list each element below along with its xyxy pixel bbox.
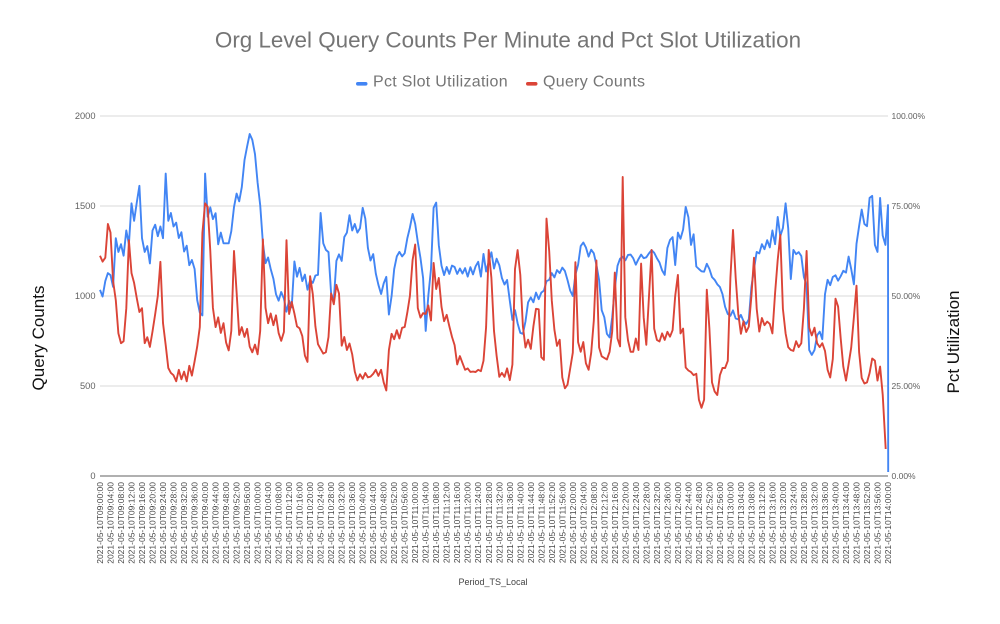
svg-text:2021-05-10T12:20:00: 2021-05-10T12:20:00 [620,482,630,564]
svg-text:2021-05-10T13:12:00: 2021-05-10T13:12:00 [757,482,767,564]
svg-text:Query Counts: Query Counts [29,286,48,391]
svg-text:2021-05-10T11:56:00: 2021-05-10T11:56:00 [557,482,567,563]
svg-text:2021-05-10T13:48:00: 2021-05-10T13:48:00 [851,482,861,564]
svg-text:2021-05-10T13:08:00: 2021-05-10T13:08:00 [746,482,756,564]
svg-text:2021-05-10T09:12:00: 2021-05-10T09:12:00 [127,482,137,564]
svg-text:2021-05-10T12:52:00: 2021-05-10T12:52:00 [704,482,714,564]
svg-text:2021-05-10T09:48:00: 2021-05-10T09:48:00 [221,482,231,564]
svg-text:Period_TS_Local: Period_TS_Local [458,577,527,587]
svg-text:2021-05-10T14:00:00: 2021-05-10T14:00:00 [883,482,893,564]
svg-text:2021-05-10T13:04:00: 2021-05-10T13:04:00 [736,482,746,564]
svg-text:Query Counts: Query Counts [543,73,645,90]
svg-text:2021-05-10T12:36:00: 2021-05-10T12:36:00 [662,482,672,564]
svg-text:2021-05-10T11:32:00: 2021-05-10T11:32:00 [494,482,504,563]
svg-text:1500: 1500 [75,201,96,211]
svg-text:1000: 1000 [75,291,96,301]
svg-text:2021-05-10T11:48:00: 2021-05-10T11:48:00 [536,482,546,563]
svg-text:2021-05-10T10:40:00: 2021-05-10T10:40:00 [358,482,368,564]
svg-text:2021-05-10T12:28:00: 2021-05-10T12:28:00 [641,482,651,564]
svg-text:2021-05-10T12:12:00: 2021-05-10T12:12:00 [599,482,609,564]
svg-text:2021-05-10T13:24:00: 2021-05-10T13:24:00 [788,482,798,564]
svg-text:2021-05-10T11:44:00: 2021-05-10T11:44:00 [526,482,536,563]
svg-text:2021-05-10T09:16:00: 2021-05-10T09:16:00 [137,482,147,564]
svg-text:2021-05-10T09:32:00: 2021-05-10T09:32:00 [179,482,189,564]
svg-text:2021-05-10T12:44:00: 2021-05-10T12:44:00 [683,482,693,564]
svg-text:2021-05-10T11:08:00: 2021-05-10T11:08:00 [431,482,441,563]
svg-text:2021-05-10T10:48:00: 2021-05-10T10:48:00 [379,482,389,564]
svg-text:2021-05-10T11:00:00: 2021-05-10T11:00:00 [410,482,420,563]
svg-text:2021-05-10T13:00:00: 2021-05-10T13:00:00 [725,482,735,564]
svg-text:2021-05-10T11:40:00: 2021-05-10T11:40:00 [515,482,525,563]
svg-text:2021-05-10T10:36:00: 2021-05-10T10:36:00 [347,482,357,564]
svg-text:2021-05-10T13:16:00: 2021-05-10T13:16:00 [767,482,777,564]
svg-text:2021-05-10T09:44:00: 2021-05-10T09:44:00 [211,482,221,564]
svg-text:500: 500 [80,381,96,391]
svg-text:2021-05-10T12:08:00: 2021-05-10T12:08:00 [589,482,599,564]
svg-text:2021-05-10T10:52:00: 2021-05-10T10:52:00 [389,482,399,564]
svg-text:2021-05-10T13:52:00: 2021-05-10T13:52:00 [862,482,872,564]
svg-text:2021-05-10T11:28:00: 2021-05-10T11:28:00 [484,482,494,563]
svg-text:2021-05-10T11:24:00: 2021-05-10T11:24:00 [473,482,483,563]
svg-text:Org Level Query Counts Per Min: Org Level Query Counts Per Minute and Pc… [215,28,801,53]
svg-text:2021-05-10T10:00:00: 2021-05-10T10:00:00 [253,482,263,564]
svg-text:2021-05-10T13:56:00: 2021-05-10T13:56:00 [872,482,882,564]
svg-text:2021-05-10T13:40:00: 2021-05-10T13:40:00 [830,482,840,564]
svg-text:2021-05-10T10:24:00: 2021-05-10T10:24:00 [316,482,326,564]
svg-text:2021-05-10T13:20:00: 2021-05-10T13:20:00 [778,482,788,564]
svg-text:2021-05-10T10:20:00: 2021-05-10T10:20:00 [305,482,315,564]
svg-text:2021-05-10T12:24:00: 2021-05-10T12:24:00 [631,482,641,564]
svg-text:2021-05-10T10:44:00: 2021-05-10T10:44:00 [368,482,378,564]
svg-text:2021-05-10T10:32:00: 2021-05-10T10:32:00 [337,482,347,564]
svg-text:Pct Utilization: Pct Utilization [944,291,963,394]
svg-text:2021-05-10T09:24:00: 2021-05-10T09:24:00 [158,482,168,564]
svg-text:0: 0 [90,471,95,481]
svg-text:25.00%: 25.00% [892,381,921,391]
svg-text:2021-05-10T11:20:00: 2021-05-10T11:20:00 [463,482,473,563]
svg-text:2021-05-10T10:04:00: 2021-05-10T10:04:00 [263,482,273,564]
svg-text:2021-05-10T10:56:00: 2021-05-10T10:56:00 [400,482,410,564]
svg-text:2021-05-10T11:16:00: 2021-05-10T11:16:00 [452,482,462,563]
svg-text:2021-05-10T11:12:00: 2021-05-10T11:12:00 [442,482,452,563]
svg-text:2021-05-10T09:56:00: 2021-05-10T09:56:00 [242,482,252,564]
svg-text:2021-05-10T09:08:00: 2021-05-10T09:08:00 [116,482,126,564]
svg-text:Pct Slot Utilization: Pct Slot Utilization [373,73,508,90]
svg-text:2021-05-10T09:36:00: 2021-05-10T09:36:00 [190,482,200,564]
svg-text:2021-05-10T11:52:00: 2021-05-10T11:52:00 [547,482,557,563]
svg-text:2021-05-10T13:32:00: 2021-05-10T13:32:00 [809,482,819,564]
svg-text:2021-05-10T13:44:00: 2021-05-10T13:44:00 [841,482,851,564]
svg-text:0.00%: 0.00% [892,471,917,481]
svg-text:2021-05-10T10:08:00: 2021-05-10T10:08:00 [274,482,284,564]
svg-text:2021-05-10T12:40:00: 2021-05-10T12:40:00 [673,482,683,564]
svg-text:75.00%: 75.00% [892,201,921,211]
svg-text:2021-05-10T09:52:00: 2021-05-10T09:52:00 [232,482,242,564]
svg-text:2021-05-10T10:28:00: 2021-05-10T10:28:00 [326,482,336,564]
svg-text:2021-05-10T09:40:00: 2021-05-10T09:40:00 [200,482,210,564]
svg-text:2021-05-10T09:28:00: 2021-05-10T09:28:00 [169,482,179,564]
svg-text:2021-05-10T12:56:00: 2021-05-10T12:56:00 [715,482,725,564]
svg-text:2021-05-10T09:00:00: 2021-05-10T09:00:00 [95,482,105,564]
svg-text:2021-05-10T12:48:00: 2021-05-10T12:48:00 [694,482,704,564]
svg-text:2021-05-10T12:32:00: 2021-05-10T12:32:00 [652,482,662,564]
svg-text:2021-05-10T11:36:00: 2021-05-10T11:36:00 [505,482,515,563]
svg-text:100.00%: 100.00% [892,111,926,121]
svg-text:2021-05-10T10:16:00: 2021-05-10T10:16:00 [295,482,305,564]
svg-text:2021-05-10T10:12:00: 2021-05-10T10:12:00 [284,482,294,564]
svg-text:2000: 2000 [75,111,96,121]
svg-text:2021-05-10T13:28:00: 2021-05-10T13:28:00 [799,482,809,564]
svg-text:2021-05-10T13:36:00: 2021-05-10T13:36:00 [820,482,830,564]
svg-text:50.00%: 50.00% [892,291,921,301]
svg-text:2021-05-10T12:00:00: 2021-05-10T12:00:00 [568,482,578,564]
svg-text:2021-05-10T09:04:00: 2021-05-10T09:04:00 [106,482,116,564]
svg-text:2021-05-10T12:04:00: 2021-05-10T12:04:00 [578,482,588,564]
svg-text:2021-05-10T12:16:00: 2021-05-10T12:16:00 [610,482,620,564]
svg-text:2021-05-10T11:04:00: 2021-05-10T11:04:00 [421,482,431,563]
svg-text:2021-05-10T09:20:00: 2021-05-10T09:20:00 [148,482,158,564]
